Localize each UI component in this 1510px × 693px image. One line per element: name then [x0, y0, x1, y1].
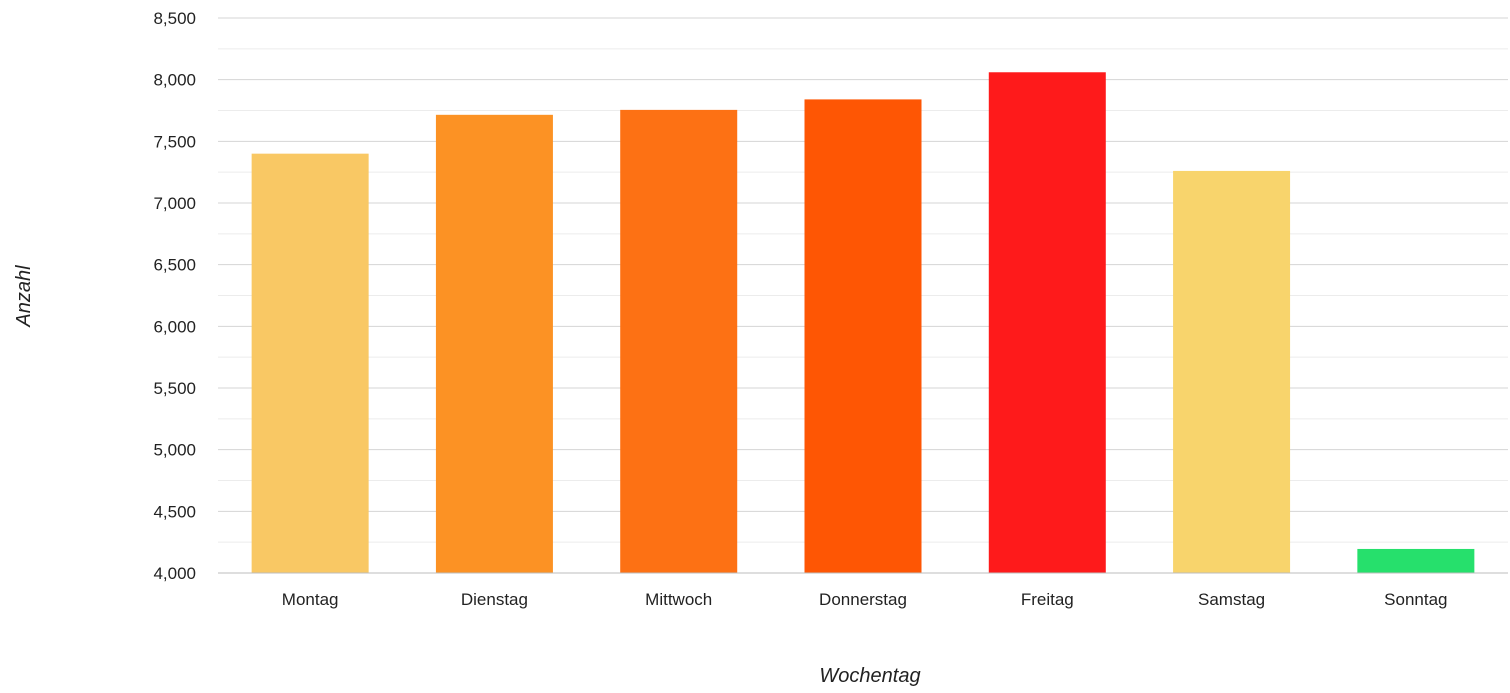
bar-freitag[interactable]: [988, 72, 1106, 574]
x-tick-labels: Montag Dienstag Mittwoch Donnerstag Freitag S…: [282, 590, 1448, 609]
bar-donnerstag[interactable]: [804, 99, 922, 574]
bar-dienstag[interactable]: [435, 114, 553, 574]
y-tick-label: 6,500: [153, 256, 196, 275]
y-tick-labels: 4,000 4,500 5,000 5,500 6,000 6,500 7,000 7,500…: [153, 9, 196, 583]
bar-samstag[interactable]: [1173, 170, 1291, 573]
x-tick-label: Mittwoch: [645, 590, 712, 609]
y-tick-label: 4,000: [153, 564, 196, 583]
x-tick-label: Sonntag: [1384, 590, 1447, 609]
y-tick-label: 5,500: [153, 379, 196, 398]
x-tick-label: Donnerstag: [819, 590, 907, 609]
y-tick-label: 5,000: [153, 441, 196, 460]
bar-mittwoch[interactable]: [620, 109, 738, 573]
x-tick-label: Montag: [282, 590, 339, 609]
y-tick-label: 8,500: [153, 9, 196, 28]
bar-montag[interactable]: [251, 153, 369, 573]
x-tick-label: Dienstag: [461, 590, 528, 609]
y-tick-label: 8,000: [153, 71, 196, 90]
y-axis-title: Anzahl: [13, 265, 35, 328]
x-tick-label: Samstag: [1198, 590, 1265, 609]
y-tick-label: 4,500: [153, 502, 196, 521]
x-tick-label: Freitag: [1021, 590, 1074, 609]
bar-sonntag[interactable]: [1357, 548, 1475, 573]
x-axis-title: Wochentag: [819, 665, 920, 687]
y-tick-label: 7,500: [153, 132, 196, 151]
y-tick-label: 7,000: [153, 194, 196, 213]
bars-layer: [251, 72, 1475, 574]
y-tick-label: 6,000: [153, 317, 196, 336]
